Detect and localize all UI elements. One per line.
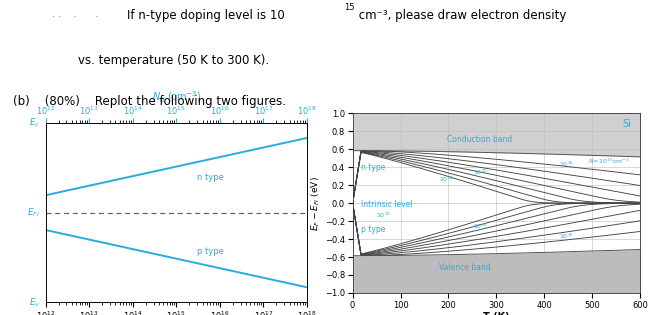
Text: n type: n type	[361, 163, 386, 172]
Text: $10^{15}$: $10^{15}$	[473, 221, 488, 231]
Text: $E_{Fi}$: $E_{Fi}$	[27, 206, 40, 219]
X-axis label: T (K): T (K)	[483, 312, 509, 315]
Text: (b)    (80%)    Replot the following two figures.: (b) (80%) Replot the following two figur…	[13, 94, 286, 107]
Text: $10^{15}$: $10^{15}$	[473, 167, 488, 177]
Text: Conduction band: Conduction band	[447, 135, 513, 144]
Text: n type: n type	[197, 173, 224, 182]
Text: Si: Si	[622, 119, 631, 129]
Text: . .    .      .: . . . .	[52, 9, 99, 20]
Text: Intrinsic level: Intrinsic level	[361, 200, 413, 209]
Text: $10^{12}$: $10^{12}$	[375, 210, 390, 220]
Text: vs. temperature (50 K to 300 K).: vs. temperature (50 K to 300 K).	[78, 54, 270, 66]
Text: $10^{16}$: $10^{16}$	[560, 160, 575, 169]
Text: $N\!=\!10^{15}$cm$^{-1}$: $N\!=\!10^{15}$cm$^{-1}$	[588, 157, 630, 166]
Text: p type: p type	[197, 247, 224, 256]
Y-axis label: $E_F - E_{Fi}\ \mathrm{(eV)}$: $E_F - E_{Fi}\ \mathrm{(eV)}$	[310, 176, 322, 231]
Text: 15: 15	[344, 3, 355, 12]
Text: Valence band: Valence band	[439, 263, 490, 272]
Text: $E_v$: $E_v$	[29, 296, 40, 309]
Text: $E_c$: $E_c$	[29, 117, 40, 129]
Text: $10^{14}$: $10^{14}$	[439, 175, 454, 184]
X-axis label: $N_d\ \mathrm{(cm^{-3})}$: $N_d\ \mathrm{(cm^{-3})}$	[151, 90, 201, 105]
Text: cm⁻³, please draw electron density: cm⁻³, please draw electron density	[355, 9, 566, 22]
Text: If n-type doping level is 10: If n-type doping level is 10	[127, 9, 285, 22]
Text: $10^{16}$: $10^{16}$	[560, 232, 575, 241]
Text: p type: p type	[361, 225, 386, 234]
